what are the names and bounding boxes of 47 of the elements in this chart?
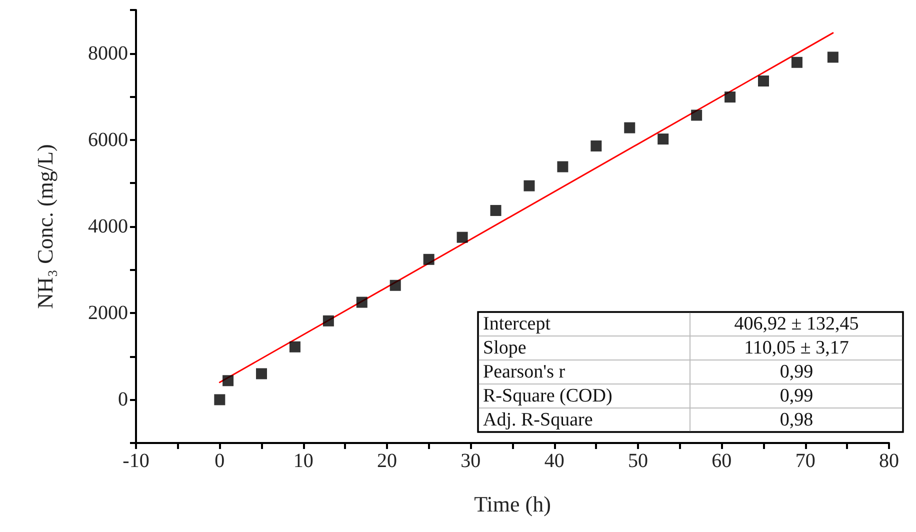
point bbox=[256, 368, 267, 380]
point bbox=[590, 140, 602, 152]
point bbox=[390, 280, 401, 291]
y-tick-label: 0 bbox=[118, 388, 128, 411]
y-axis-title: NH₃ Conc. (mg/L) bbox=[32, 144, 58, 309]
annotation: 406,92 ± 132,45 bbox=[734, 314, 859, 334]
x-tick-label: 80 bbox=[879, 450, 899, 472]
x-tick-label: 0 bbox=[214, 450, 225, 472]
point bbox=[624, 122, 636, 134]
point bbox=[423, 254, 434, 265]
annotation: 110,05 ± 3,17 bbox=[744, 338, 849, 358]
point bbox=[724, 92, 736, 103]
point bbox=[214, 394, 226, 406]
y-tick-label: 2000 bbox=[88, 302, 128, 324]
annotation: Intercept bbox=[483, 314, 552, 334]
point bbox=[222, 375, 234, 386]
annotation: R-Square (COD) bbox=[483, 386, 612, 406]
x-tick-label: -10 bbox=[122, 450, 150, 472]
point bbox=[758, 76, 769, 87]
x-tick-label: 60 bbox=[712, 450, 732, 472]
y-tick-label: 8000 bbox=[88, 42, 128, 64]
x-tick-label: 40 bbox=[544, 450, 564, 472]
annotation: Adj. R-Square bbox=[483, 410, 593, 430]
annotation: 0,98 bbox=[780, 410, 814, 430]
point bbox=[456, 232, 468, 243]
x-tick-label: 10 bbox=[293, 450, 314, 472]
x-tick-label: 50 bbox=[628, 450, 648, 472]
point bbox=[524, 180, 535, 192]
x-tick-label: 30 bbox=[460, 450, 481, 472]
point bbox=[289, 341, 300, 352]
point bbox=[322, 315, 334, 326]
x-tick-label: 20 bbox=[377, 450, 397, 472]
y-tick-label: 6000 bbox=[88, 128, 128, 151]
annotation: 0,99 bbox=[780, 362, 814, 382]
point bbox=[490, 204, 502, 216]
point bbox=[827, 52, 838, 63]
point bbox=[557, 161, 568, 172]
annotation: Pearson's r bbox=[483, 362, 566, 382]
x-axis-title: Time (h) bbox=[474, 492, 551, 516]
point bbox=[356, 296, 368, 308]
y-tick-label: 4000 bbox=[88, 216, 128, 238]
annotation: 0,99 bbox=[780, 386, 814, 406]
point bbox=[791, 56, 802, 68]
annotation: Slope bbox=[483, 338, 526, 358]
point bbox=[658, 134, 669, 145]
point bbox=[691, 110, 702, 121]
x-tick-label: 70 bbox=[795, 450, 816, 472]
